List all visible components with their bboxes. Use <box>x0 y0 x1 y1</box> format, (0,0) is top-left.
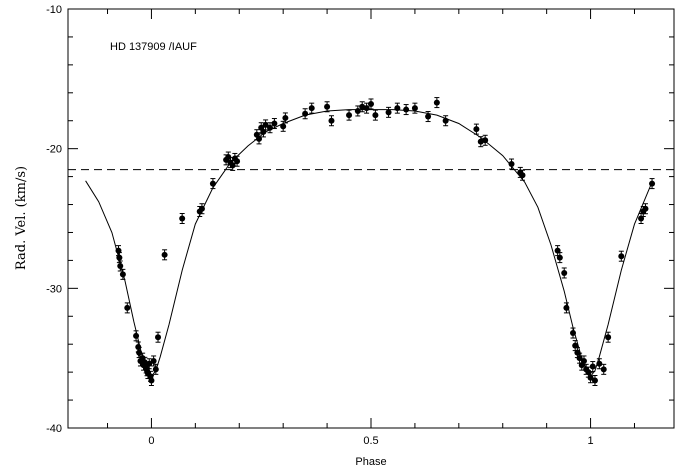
data-point <box>124 302 131 314</box>
data-point <box>591 375 598 387</box>
data-point <box>308 102 315 114</box>
data-point <box>234 155 241 167</box>
data-point <box>161 249 168 261</box>
data-point <box>179 213 186 224</box>
data-point <box>256 133 263 145</box>
data-point <box>133 330 140 342</box>
data-point <box>574 347 581 359</box>
y-tick-label: -30 <box>46 283 62 295</box>
data-point <box>556 252 563 264</box>
data-point <box>473 123 480 135</box>
data-point <box>117 260 124 272</box>
data-point <box>209 178 216 190</box>
y-tick-label: -40 <box>46 423 62 435</box>
data-point <box>642 203 649 215</box>
data-point <box>561 267 568 279</box>
x-tick-label: 1 <box>588 435 594 447</box>
data-point <box>302 108 309 120</box>
data-point <box>519 169 526 181</box>
data-point <box>618 250 625 262</box>
data-point <box>152 363 159 375</box>
data-point <box>354 105 361 117</box>
star-annotation: HD 137909 /IAUF <box>110 41 197 53</box>
x-tick-label: 0 <box>148 435 154 447</box>
data-point <box>600 363 607 375</box>
data-point <box>508 158 515 170</box>
data-point <box>262 119 269 131</box>
data-point <box>363 102 370 114</box>
data-point <box>649 178 656 190</box>
data-point <box>589 361 596 373</box>
data-point <box>394 102 401 114</box>
data-point <box>372 109 379 121</box>
data-point <box>425 111 432 123</box>
data-point <box>119 268 126 280</box>
data-point <box>324 101 331 113</box>
data-point <box>346 109 353 121</box>
data-point <box>368 98 374 110</box>
y-tick-label: -20 <box>46 144 62 156</box>
data-point <box>587 372 594 384</box>
data-point <box>148 375 155 387</box>
data-point <box>442 115 449 127</box>
data-point <box>328 115 335 127</box>
data-point <box>433 97 440 109</box>
axis-ticks <box>68 8 674 429</box>
data-point <box>596 358 603 370</box>
data-point <box>280 120 287 132</box>
data-point <box>403 104 410 116</box>
data-points <box>115 97 656 387</box>
y-axis-title: Rad. Vel. (km/s) <box>14 166 29 270</box>
y-tick-label: -10 <box>46 4 62 16</box>
data-point <box>198 203 205 215</box>
data-point <box>563 302 570 314</box>
data-point <box>271 118 278 130</box>
x-tick-label: 0.5 <box>363 435 378 447</box>
data-point <box>605 331 612 343</box>
axis-tick-labels: 0 0.5 1 -10 -20 -30 -40 <box>46 4 594 447</box>
data-point <box>282 112 289 124</box>
fit-curve <box>85 109 653 378</box>
data-point <box>385 106 392 118</box>
x-axis-title: Phase <box>355 456 386 468</box>
data-point <box>155 331 162 343</box>
data-point <box>411 102 418 114</box>
data-point <box>146 358 153 370</box>
data-point <box>115 245 122 257</box>
data-point <box>570 327 576 339</box>
data-point <box>482 134 489 146</box>
data-point <box>150 355 157 367</box>
